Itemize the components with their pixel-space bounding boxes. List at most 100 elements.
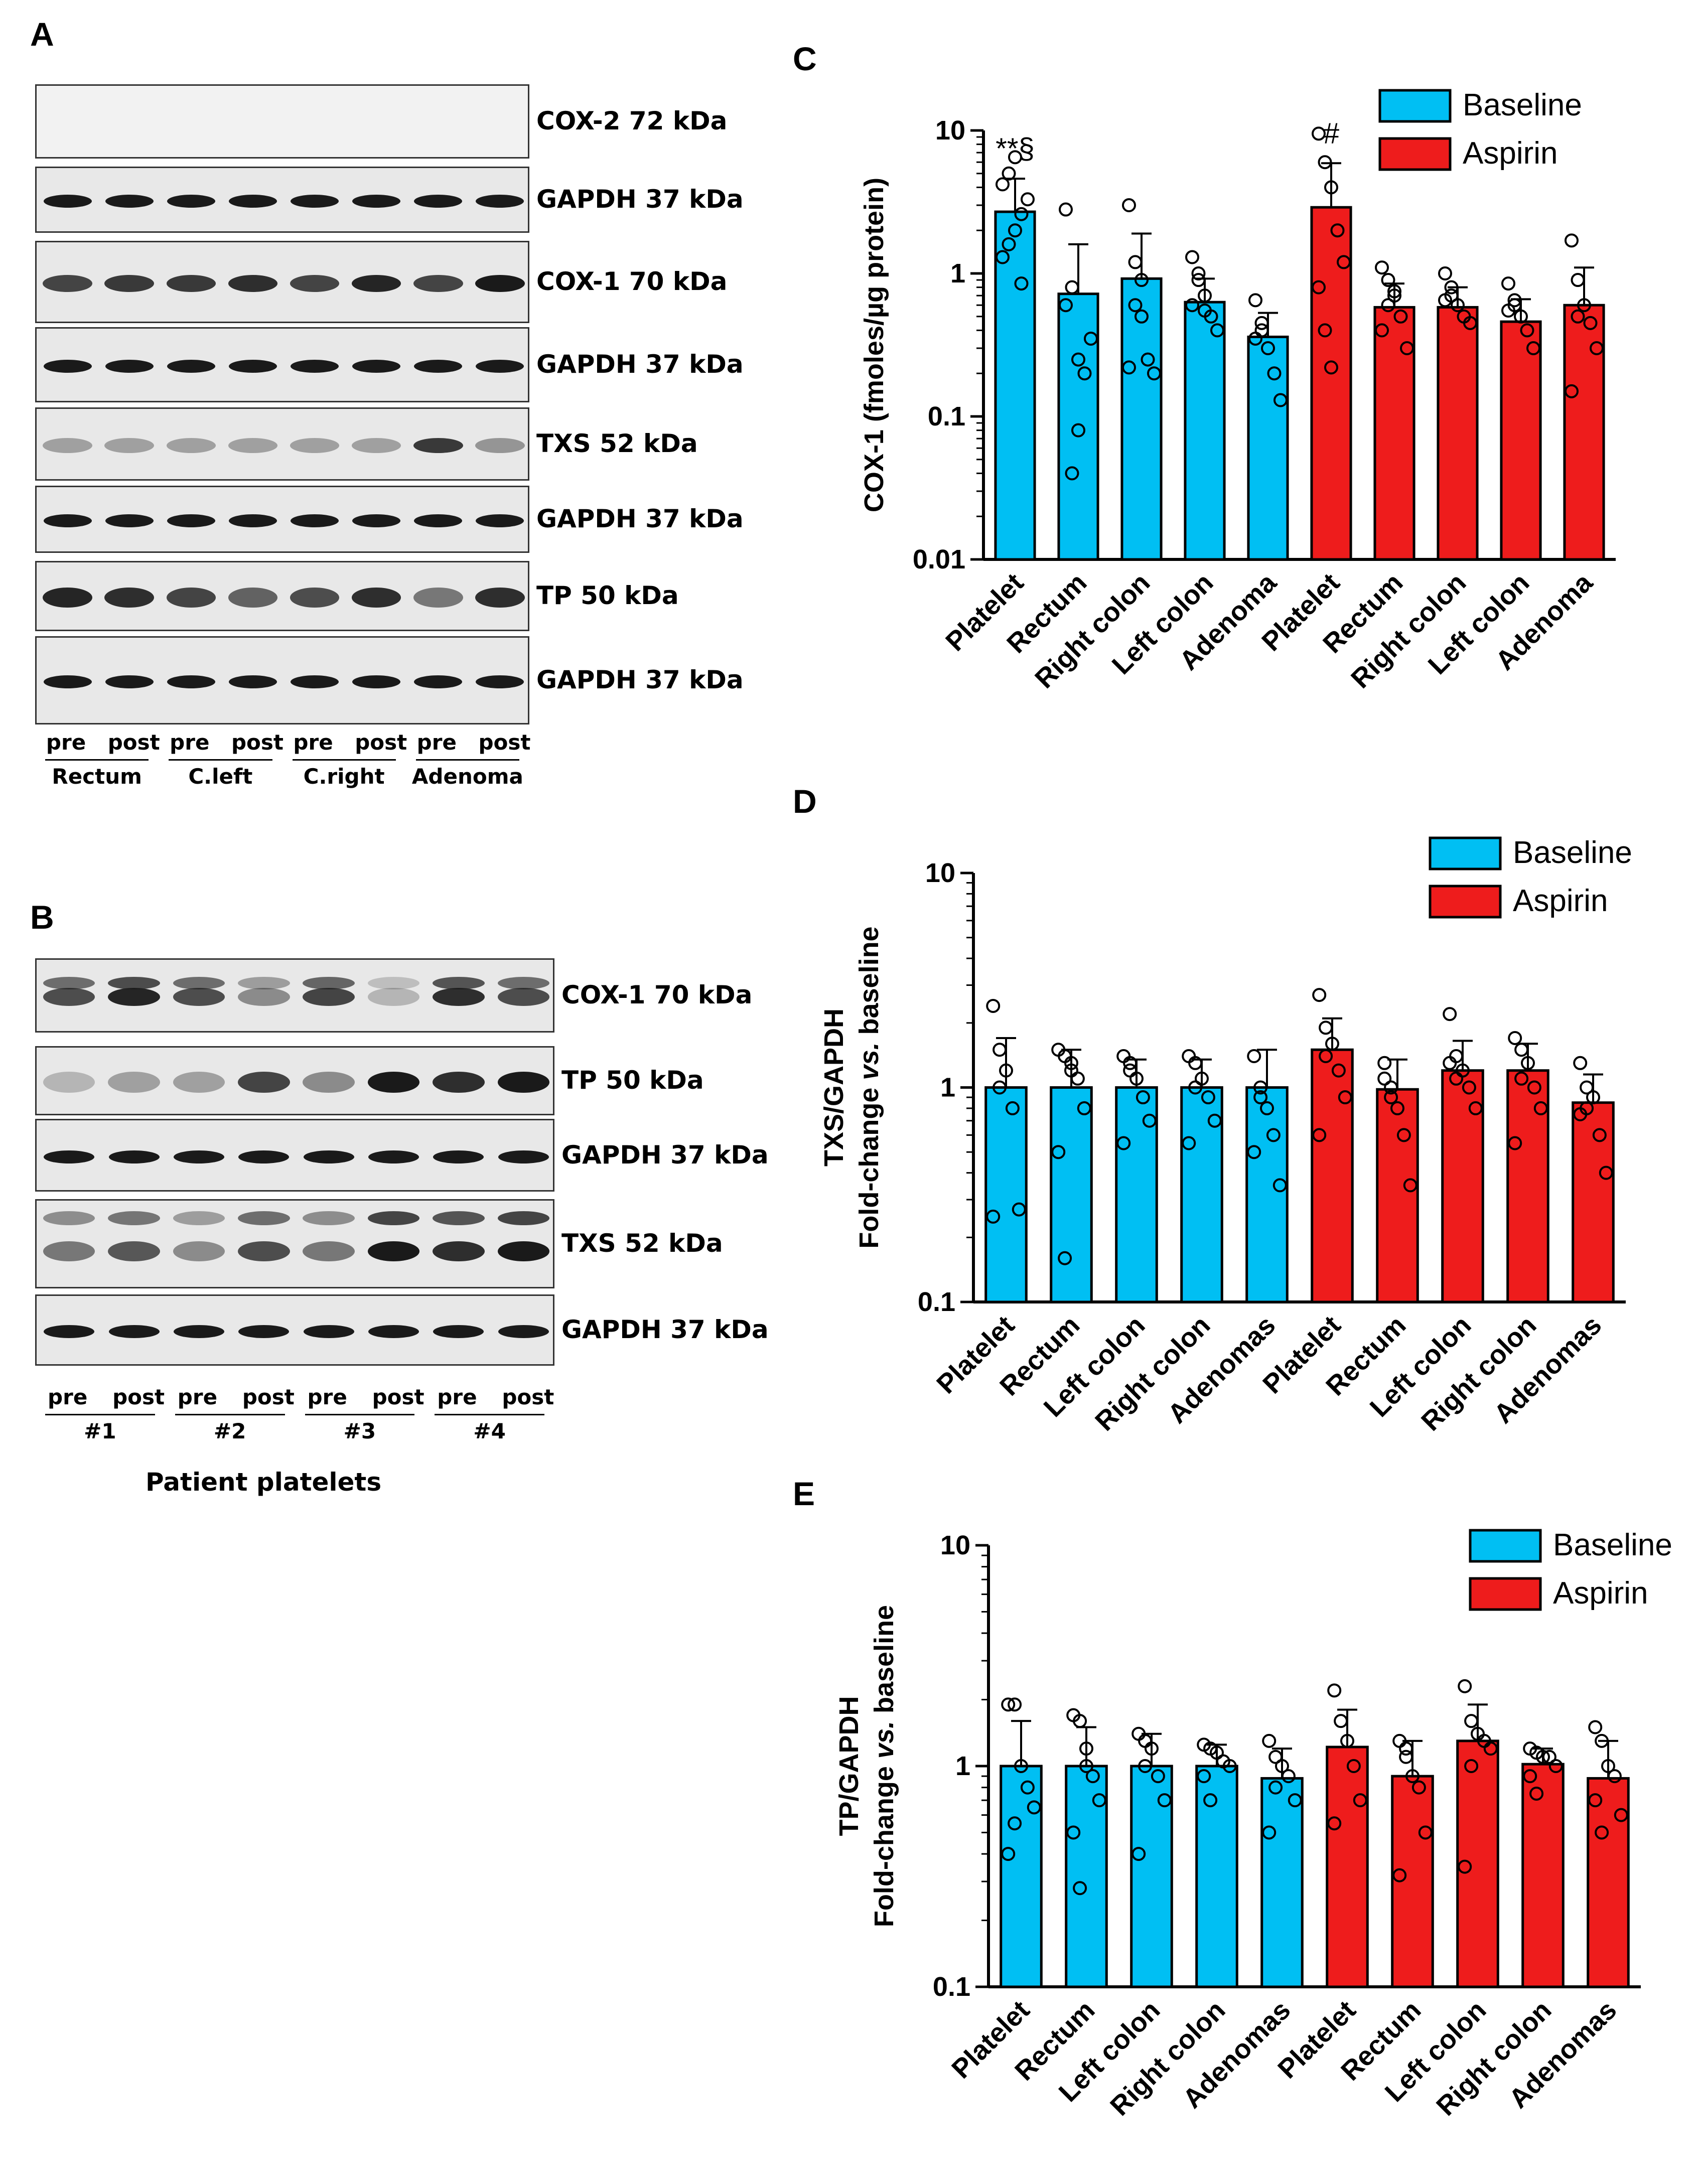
blot-band [167, 514, 215, 527]
panel-a-letter: A [30, 16, 54, 53]
blot-label: GAPDH 37 kDa [561, 1315, 769, 1344]
data-point [1599, 1166, 1613, 1180]
data-point [1247, 1049, 1261, 1064]
data-point [1438, 266, 1453, 280]
data-point [1064, 1056, 1078, 1070]
data-point [1051, 1145, 1066, 1159]
blot-band [433, 1211, 485, 1225]
data-point [1197, 1769, 1211, 1784]
data-point [993, 1080, 1007, 1095]
group-rule [415, 759, 519, 761]
data-point [1529, 1786, 1544, 1801]
data-point [999, 1063, 1013, 1078]
blot-band [228, 275, 278, 292]
group-rule [292, 759, 396, 761]
data-point [1014, 207, 1029, 221]
blot-band [290, 275, 340, 292]
lane-label: post [242, 1385, 295, 1409]
data-point [1273, 393, 1288, 407]
bar [1260, 1777, 1304, 1988]
blot-strip [35, 561, 529, 631]
data-point [1005, 1101, 1020, 1115]
data-point [1520, 323, 1534, 338]
blot-strip [35, 1119, 554, 1192]
blot-band [173, 1150, 224, 1163]
blot-band [433, 1072, 485, 1093]
data-point [1381, 298, 1395, 313]
blot-band [291, 675, 339, 688]
blot-band [104, 275, 154, 292]
data-point [1451, 298, 1465, 313]
data-point [1266, 1128, 1281, 1142]
legend-label: Aspirin [1513, 884, 1608, 918]
lane-label: post [107, 730, 160, 755]
data-point [1203, 1793, 1218, 1808]
y-tick-label: 10 [925, 858, 955, 888]
legend-swatch [1429, 885, 1502, 919]
blot-strip [35, 636, 529, 724]
blot-band [413, 588, 463, 608]
blot-strip [35, 1199, 554, 1288]
data-point [1324, 180, 1338, 195]
blot-band [108, 1211, 160, 1225]
data-point [1253, 1080, 1268, 1095]
blot-band [290, 438, 340, 453]
y-tick-label: 1 [950, 258, 965, 288]
data-point [1275, 1759, 1289, 1773]
data-point [1588, 1793, 1603, 1808]
blot-band [228, 195, 277, 208]
blot-band [303, 1211, 355, 1225]
panel-letter: C [793, 40, 817, 77]
bar [1521, 1763, 1565, 1988]
data-point [1008, 223, 1022, 238]
data-point [1411, 1780, 1426, 1795]
blot-band [228, 360, 277, 373]
data-point [1565, 233, 1579, 248]
data-point [1586, 1090, 1600, 1105]
blot-band [368, 1150, 419, 1163]
bar [1310, 206, 1352, 561]
blot-strip [35, 84, 529, 159]
blot-band [173, 1241, 225, 1261]
data-point [1588, 1720, 1603, 1734]
blot-band [166, 275, 216, 292]
data-point [1443, 1056, 1457, 1070]
lane-label: pre [177, 1385, 218, 1409]
data-point [1338, 1090, 1352, 1105]
data-point [996, 177, 1010, 192]
lane-label: post [231, 730, 284, 755]
blot-band [291, 514, 339, 527]
data-point [1443, 1007, 1457, 1022]
data-point [1073, 1714, 1087, 1728]
data-point [1142, 1113, 1157, 1128]
blot-band [475, 588, 525, 608]
data-point [1138, 1733, 1153, 1748]
data-point [1288, 1793, 1302, 1808]
lane-label: pre [416, 730, 457, 755]
data-point [1324, 360, 1338, 375]
blot-band [43, 195, 92, 208]
data-point [1405, 1769, 1420, 1784]
group-label: #3 [343, 1419, 376, 1443]
data-point [1573, 1056, 1588, 1070]
bar [984, 1086, 1028, 1303]
data-point [1319, 1049, 1333, 1064]
blot-label: COX-2 72 kDa [536, 106, 728, 135]
data-point [1141, 352, 1155, 367]
data-point [1399, 1750, 1413, 1764]
blot-band [173, 1072, 225, 1093]
legend-label: Aspirin [1463, 136, 1558, 171]
data-point [1571, 309, 1585, 324]
blot-band [498, 1150, 549, 1163]
bar [1376, 1088, 1419, 1303]
data-point [1268, 1780, 1283, 1795]
blot-band [108, 1150, 160, 1163]
blot-strip [35, 1294, 554, 1366]
data-point [1523, 1769, 1537, 1784]
lane-label: post [355, 730, 407, 755]
data-point [1319, 1021, 1333, 1035]
bar [1563, 304, 1605, 561]
data-point [1384, 1080, 1398, 1095]
blot-band [497, 1241, 550, 1261]
data-point [1092, 1793, 1106, 1808]
